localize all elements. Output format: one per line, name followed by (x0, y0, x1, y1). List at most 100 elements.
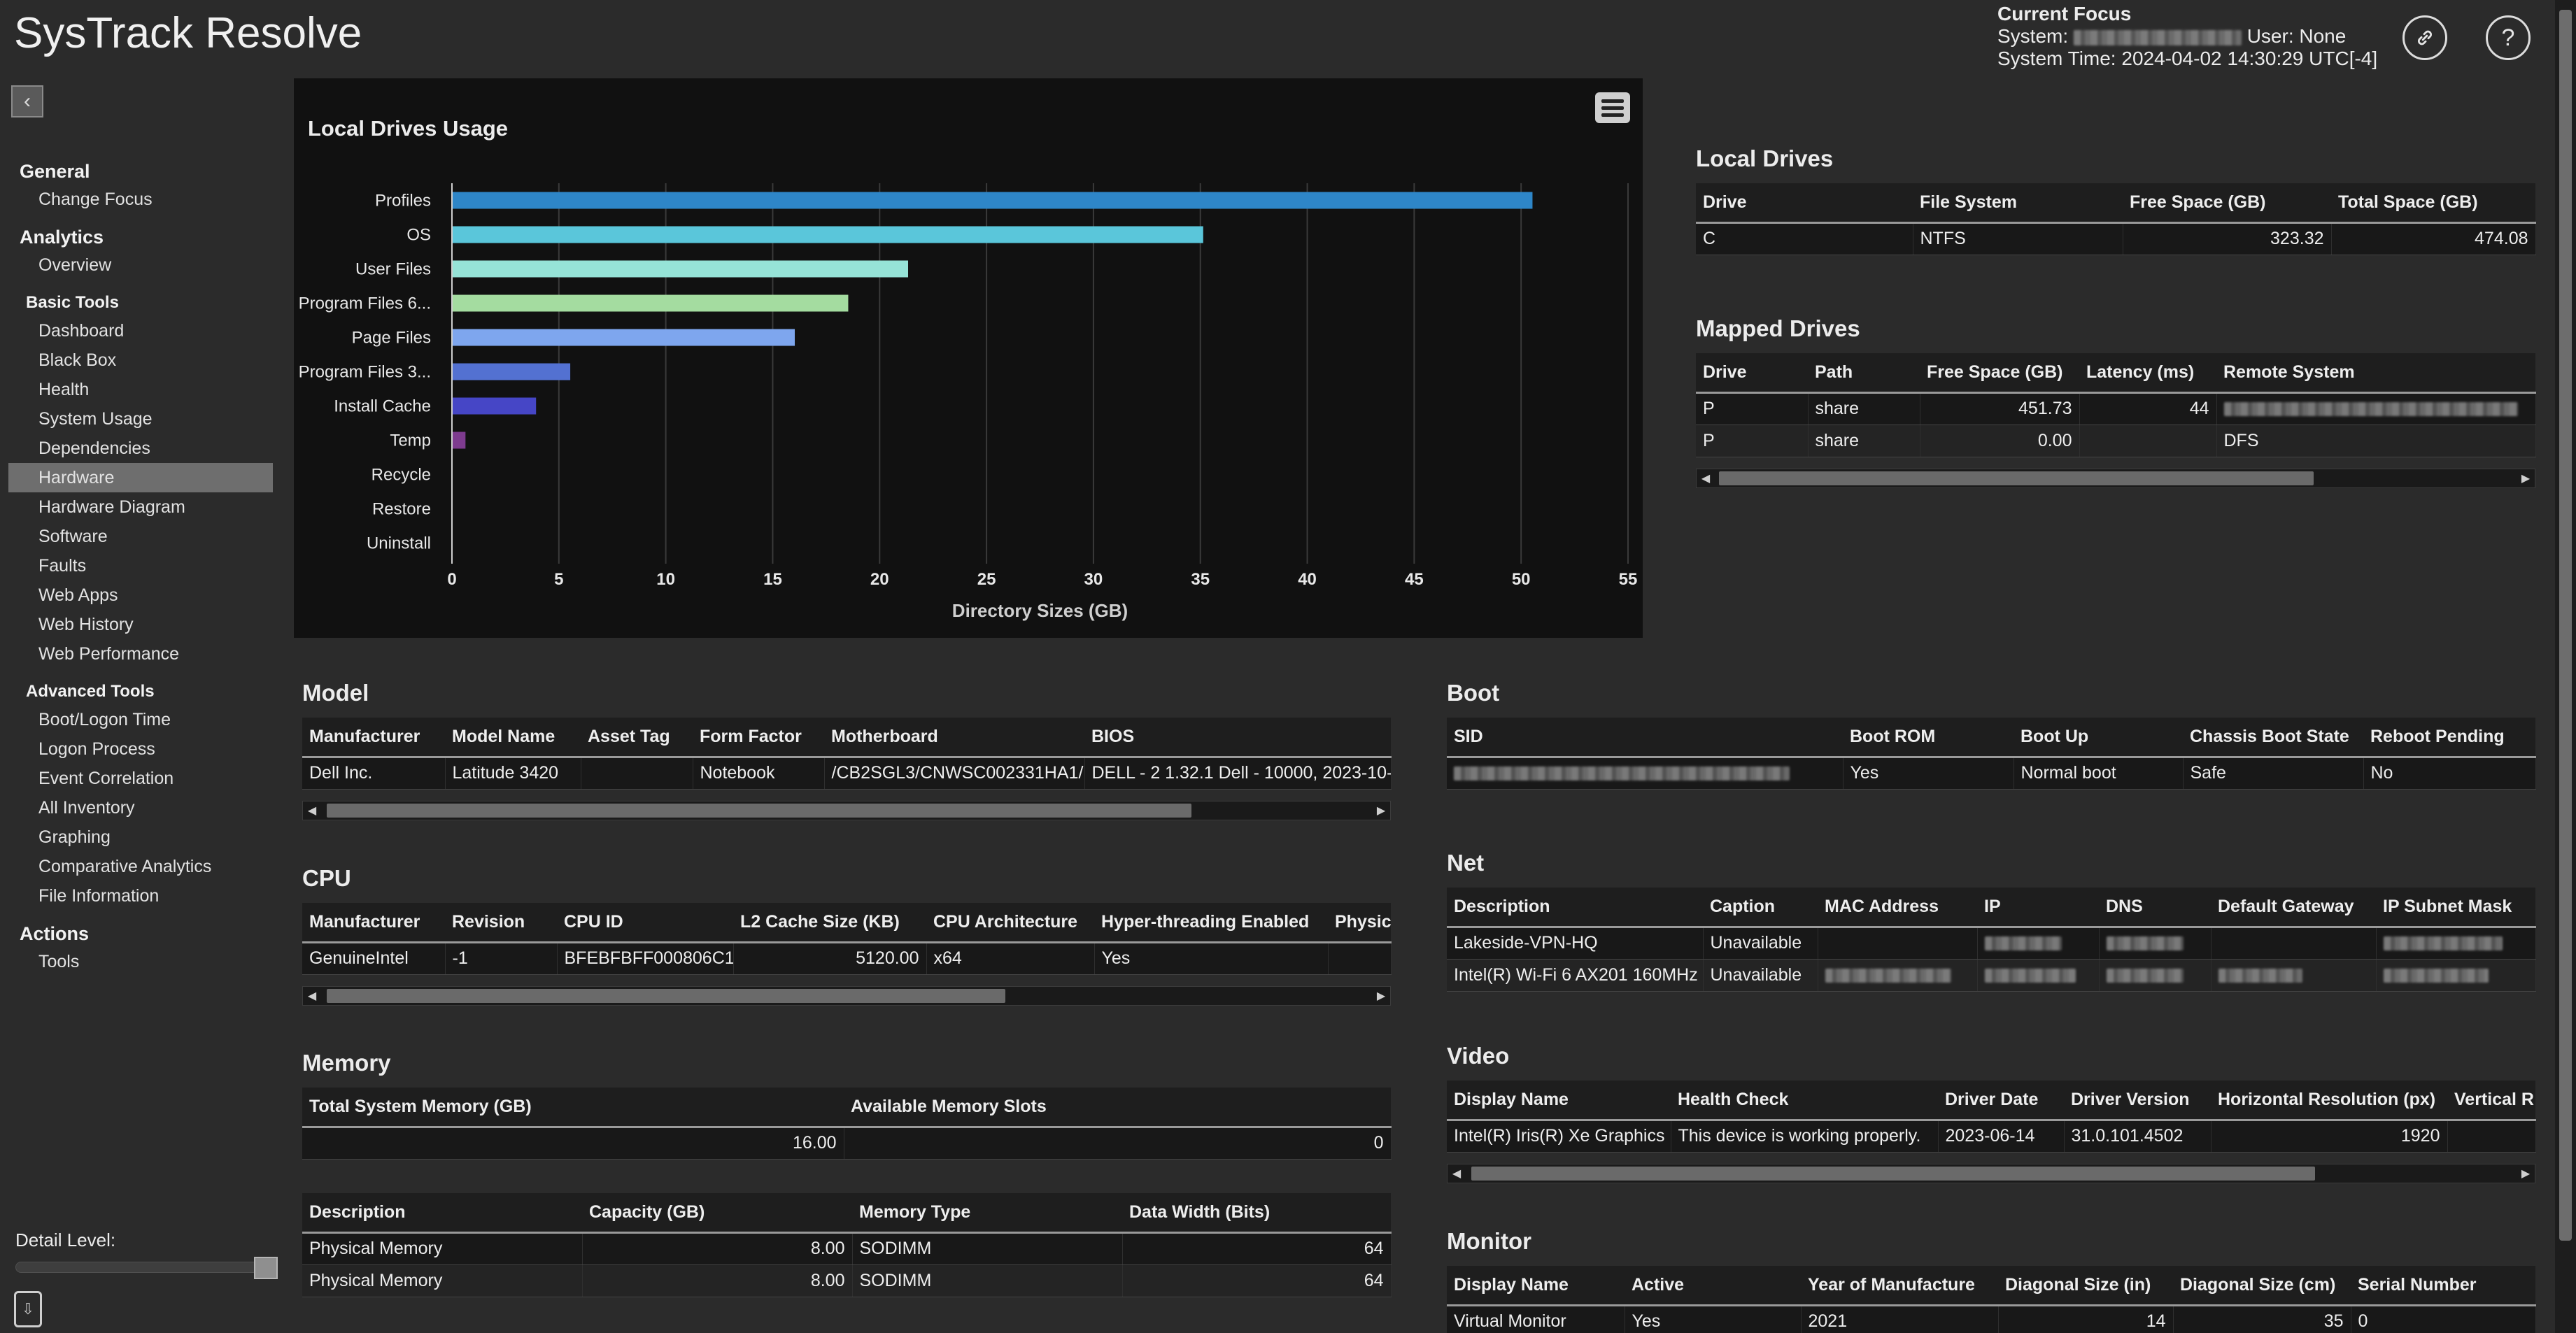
bar-user-files[interactable] (453, 260, 909, 278)
table-row[interactable]: Physical Memory 8.00 SODIMM 64 (302, 1264, 1392, 1297)
bar-temp[interactable] (453, 432, 466, 449)
column-header-memory-type[interactable]: Memory Type (852, 1193, 1122, 1234)
sidebar-item-web-performance[interactable]: Web Performance (38, 644, 180, 664)
scroll-left-icon[interactable]: ◀ (307, 805, 317, 817)
bar-program-files-6[interactable] (453, 294, 849, 312)
page-scroll-thumb[interactable] (2559, 10, 2572, 1241)
column-header-driver-date[interactable]: Driver Date (1938, 1081, 2064, 1121)
sidebar-item-dashboard[interactable]: Dashboard (38, 321, 125, 341)
column-header-ip-subnet-mask[interactable]: IP Subnet Mask (2376, 888, 2535, 928)
sidebar-item-tools[interactable]: Tools (38, 952, 80, 971)
bar-os[interactable] (453, 226, 1203, 243)
column-header-caption[interactable]: Caption (1703, 888, 1818, 928)
column-header-form-factor[interactable]: Form Factor (693, 718, 824, 758)
table-row[interactable]: Yes Normal boot Safe No (1447, 757, 2536, 790)
column-header-diagonal-size-cm[interactable]: Diagonal Size (cm) (2173, 1266, 2351, 1306)
column-header-revision[interactable]: Revision (445, 903, 557, 943)
scroll-right-icon[interactable]: ▶ (1376, 990, 1386, 1002)
sidebar-item-file-information[interactable]: File Information (38, 886, 160, 906)
sidebar-item-hardware-diagram[interactable]: Hardware Diagram (38, 497, 185, 517)
cpu-hscrollbar[interactable]: ◀ ▶ (302, 986, 1391, 1006)
sidebar-item-graphing[interactable]: Graphing (38, 827, 111, 847)
column-header-free-space-gb[interactable]: Free Space (GB) (2123, 183, 2331, 224)
column-header-total-system-memory-gb[interactable]: Total System Memory (GB) (302, 1088, 844, 1128)
column-header-path[interactable]: Path (1808, 353, 1920, 394)
sidebar-item-black-box[interactable]: Black Box (38, 350, 117, 370)
page-vscrollbar[interactable] (2555, 0, 2576, 1333)
column-header-display-name[interactable]: Display Name (1447, 1081, 1671, 1121)
column-header-asset-tag[interactable]: Asset Tag (581, 718, 693, 758)
scroll-right-icon[interactable]: ▶ (1376, 805, 1386, 817)
sidebar-item-event-correlation[interactable]: Event Correlation (38, 769, 174, 788)
column-header-description[interactable]: Description (302, 1193, 582, 1234)
column-header-description[interactable]: Description (1447, 888, 1703, 928)
sidebar-item-all-inventory[interactable]: All Inventory (38, 798, 135, 818)
column-header-reboot-pending[interactable]: Reboot Pending (2363, 718, 2535, 758)
model-scroll-thumb[interactable] (327, 804, 1191, 818)
column-header-manufacturer[interactable]: Manufacturer (302, 718, 445, 758)
column-header-boot-up[interactable]: Boot Up (2014, 718, 2183, 758)
sidebar-item-logon-process[interactable]: Logon Process (38, 739, 155, 759)
column-header-cpu-architecture[interactable]: CPU Architecture (926, 903, 1094, 943)
column-header-dns[interactable]: DNS (2099, 888, 2211, 928)
column-header-remote-system[interactable]: Remote System (2216, 353, 2535, 394)
column-header-data-width-bits[interactable]: Data Width (Bits) (1122, 1193, 1391, 1234)
bar-install-cache[interactable] (453, 397, 537, 415)
table-row[interactable]: GenuineIntel -1 BFEBFBFF000806C1 5120.00 x64… (302, 942, 1392, 975)
bar-page-files[interactable] (453, 329, 795, 346)
bar-program-files-3[interactable] (453, 363, 571, 380)
column-header-model-name[interactable]: Model Name (445, 718, 581, 758)
sidebar-item-system-usage[interactable]: System Usage (38, 409, 153, 429)
table-row[interactable]: 16.00 0 (302, 1127, 1392, 1160)
table-row[interactable]: Intel(R) Wi-Fi 6 AX201 160MHz Unavailable (1447, 959, 2536, 992)
column-header-l2-cache-size-kb[interactable]: L2 Cache Size (KB) (733, 903, 926, 943)
scroll-left-icon[interactable]: ◀ (1452, 1168, 1462, 1180)
bar-profiles[interactable] (453, 192, 1533, 209)
column-header-display-name[interactable]: Display Name (1447, 1266, 1625, 1306)
column-header-health-check[interactable]: Health Check (1671, 1081, 1938, 1121)
copy-link-button[interactable] (2402, 15, 2447, 60)
column-header-boot-rom[interactable]: Boot ROM (1843, 718, 2014, 758)
sidebar-item-web-history[interactable]: Web History (38, 615, 134, 634)
sidebar-item-health[interactable]: Health (38, 380, 90, 399)
mapped-drives-scroll-thumb[interactable] (1719, 471, 2314, 485)
column-header-sid[interactable]: SID (1447, 718, 1843, 758)
column-header-chassis-boot-state[interactable]: Chassis Boot State (2183, 718, 2363, 758)
column-header-diagonal-size-in[interactable]: Diagonal Size (in) (1998, 1266, 2173, 1306)
cpu-scroll-thumb[interactable] (327, 989, 1005, 1003)
sidebar-item-comparative-analytics[interactable]: Comparative Analytics (38, 857, 212, 876)
column-header-year-of-manufacture[interactable]: Year of Manufacture (1801, 1266, 1998, 1306)
sidebar-item-faults[interactable]: Faults (38, 556, 87, 576)
detail-level-slider[interactable] (15, 1262, 276, 1273)
collapse-sidebar-button[interactable]: ‹ (11, 85, 43, 117)
table-row[interactable]: Lakeside-VPN-HQ Unavailable (1447, 927, 2536, 960)
column-header-vertical-r[interactable]: Vertical R (2447, 1081, 2535, 1121)
column-header-motherboard[interactable]: Motherboard (824, 718, 1084, 758)
table-row[interactable]: Virtual Monitor Yes 2021 14 35 0 (1447, 1305, 2536, 1333)
sidebar-item-hardware[interactable]: Hardware (8, 463, 273, 492)
table-row[interactable]: C NTFS 323.32 474.08 (1696, 222, 2536, 255)
column-header-available-memory-slots[interactable]: Available Memory Slots (844, 1088, 1391, 1128)
column-header-drive[interactable]: Drive (1696, 353, 1808, 394)
column-header-serial-number[interactable]: Serial Number (2351, 1266, 2535, 1306)
help-button[interactable]: ? (2486, 15, 2531, 60)
scroll-right-icon[interactable]: ▶ (2521, 1168, 2531, 1180)
column-header-latency-ms[interactable]: Latency (ms) (2079, 353, 2216, 394)
column-header-active[interactable]: Active (1625, 1266, 1801, 1306)
table-row[interactable]: Dell Inc. Latitude 3420 Notebook/CB2SGL3/C… (302, 757, 1392, 790)
column-header-driver-version[interactable]: Driver Version (2064, 1081, 2211, 1121)
sidebar-item-dependencies[interactable]: Dependencies (38, 439, 150, 458)
table-row[interactable]: Intel(R) Iris(R) Xe Graphics This device … (1447, 1120, 2536, 1153)
scroll-right-icon[interactable]: ▶ (2521, 473, 2531, 485)
video-scroll-thumb[interactable] (1471, 1167, 2315, 1181)
scroll-left-icon[interactable]: ◀ (307, 990, 317, 1002)
column-header-mac-address[interactable]: MAC Address (1818, 888, 1977, 928)
scroll-left-icon[interactable]: ◀ (1701, 473, 1711, 485)
model-hscrollbar[interactable]: ◀ ▶ (302, 801, 1391, 820)
column-header-ip[interactable]: IP (1977, 888, 2099, 928)
column-header-manufacturer[interactable]: Manufacturer (302, 903, 445, 943)
sidebar-item-web-apps[interactable]: Web Apps (38, 585, 118, 605)
column-header-bios[interactable]: BIOS (1084, 718, 1391, 758)
